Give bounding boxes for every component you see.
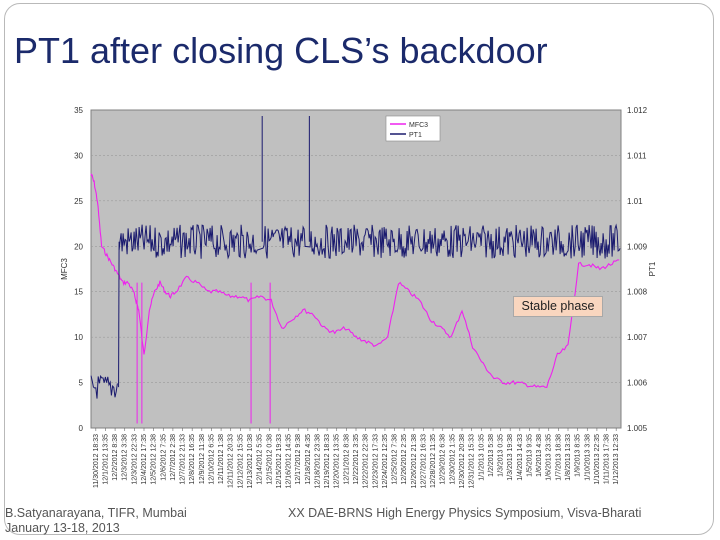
x-tick-label: 11/30/2012 18:33 xyxy=(93,434,100,488)
x-tick-label: 1/3/2013 19:38 xyxy=(507,434,514,481)
x-tick-label: 12/25/2012 7:38 xyxy=(392,434,399,485)
series-pt1-low-segment xyxy=(90,374,118,399)
x-tick-label: 1/7/2013 18:38 xyxy=(555,434,562,481)
footer-author: B.Satyanarayana, TIFR, Mumbai xyxy=(5,506,187,520)
x-tick-label: 12/15/2012 19:33 xyxy=(276,434,283,489)
y-right-axis-label: PT1 xyxy=(648,261,657,276)
legend-label-pt1: PT1 xyxy=(409,132,422,139)
x-tick-label: 12/3/2012 3:38 xyxy=(122,434,129,481)
footer-date: January 13-18, 2013 xyxy=(5,521,120,535)
x-tick-label: 12/3/2012 22:33 xyxy=(131,434,138,485)
x-tick-label: 12/5/2012 12:38 xyxy=(151,434,158,485)
y-left-tick-label: 20 xyxy=(74,242,83,251)
x-tick-label: 12/7/2012 2:38 xyxy=(170,434,177,481)
x-tick-label: 12/20/2012 13:35 xyxy=(334,434,341,489)
x-tick-label: 12/31/2012 15:33 xyxy=(469,434,476,489)
x-tick-label: 12/11/2012 1:38 xyxy=(218,434,225,484)
x-tick-label: 12/8/2012 16:35 xyxy=(189,434,196,485)
x-tick-label: 1/8/2013 13:33 xyxy=(565,434,572,481)
y-right-tick-label: 1.011 xyxy=(627,151,647,160)
y-left-tick-label: 15 xyxy=(74,288,83,297)
y-left-tick-label: 10 xyxy=(74,333,83,342)
x-tick-label: 12/26/2012 2:35 xyxy=(401,434,408,485)
x-tick-label: 12/9/2012 11:38 xyxy=(199,434,206,484)
x-tick-label: 12/12/2012 15:35 xyxy=(237,434,244,489)
x-tick-label: 12/18/2012 23:38 xyxy=(314,434,321,489)
x-tick-label: 12/29/2012 6:38 xyxy=(440,434,447,485)
x-tick-label: 12/21/2012 8:38 xyxy=(343,434,350,485)
x-tick-label: 12/19/2012 18:33 xyxy=(324,434,331,489)
y-left-tick-label: 35 xyxy=(74,106,83,115)
x-tick-label: 12/22/2012 22:38 xyxy=(363,434,370,489)
x-tick-label: 12/4/2012 17:35 xyxy=(141,434,148,485)
x-tick-label: 12/18/2012 4:35 xyxy=(305,434,312,485)
legend-label-mfc3: MFC3 xyxy=(409,122,428,129)
x-tick-label: 1/6/2013 4:38 xyxy=(536,434,543,477)
x-tick-label: 1/3/2013 0:35 xyxy=(498,434,505,477)
x-tick-label: 12/28/2012 11:35 xyxy=(430,434,437,488)
x-tick-label: 1/12/2013 12:33 xyxy=(613,434,620,485)
x-tick-label: 12/30/2012 20:38 xyxy=(459,434,466,489)
y-left-axis-label: MFC3 xyxy=(60,258,69,280)
x-tick-label: 12/2/2012 8:38 xyxy=(112,434,119,481)
x-tick-label: 1/2/2013 5:38 xyxy=(488,434,495,477)
y-right-tick-label: 1.01 xyxy=(627,197,643,206)
x-tick-label: 12/6/2012 7:35 xyxy=(160,434,167,481)
chart-svg: 0 5 10 15 20 25 30 35 1.005 1.006 1.007 1.008 1.009 1… xyxy=(60,106,657,489)
x-tick-label: 12/16/2012 14:35 xyxy=(286,434,293,489)
x-tick-label: 12/14/2012 5:35 xyxy=(257,434,264,485)
x-tick-label: 12/23/2012 17:33 xyxy=(372,434,379,489)
y-right-tick-label: 1.007 xyxy=(627,333,648,342)
series-pt1-line xyxy=(118,223,621,260)
legend-box xyxy=(385,115,441,142)
legend: MFC3 PT1 xyxy=(385,115,441,142)
footer-left: B.Satyanarayana, TIFR, Mumbai January 13… xyxy=(5,506,187,536)
x-tick-label: 12/15/2012 0:38 xyxy=(266,434,273,485)
x-tick-label: 12/13/2012 10:38 xyxy=(247,434,254,489)
x-tick-label: 12/26/2012 21:38 xyxy=(411,434,418,489)
y-right-tick-label: 1.012 xyxy=(627,106,648,115)
x-tick-label: 1/9/2013 8:35 xyxy=(575,434,582,477)
y-left-tick-label: 30 xyxy=(74,151,83,160)
plot-area xyxy=(90,109,622,429)
stable-phase-annotation: Stable phase xyxy=(513,296,603,317)
x-tick-label: 12/7/2012 21:33 xyxy=(180,434,187,485)
x-tick-label: 1/1/2013 10:35 xyxy=(478,434,485,481)
x-tick-label: 1/11/2013 17:38 xyxy=(604,434,611,484)
x-tick-label: 12/27/2012 16:33 xyxy=(420,434,427,489)
slide-title: PT1 after closing CLS’s backdoor xyxy=(14,30,548,71)
x-tick-label: 12/24/2012 12:35 xyxy=(382,434,389,489)
slide-frame xyxy=(4,3,714,535)
y-right-tick-label: 1.009 xyxy=(627,242,648,251)
x-tick-label: 1/10/2013 22:35 xyxy=(594,434,601,485)
y-left-tick-label: 25 xyxy=(74,197,83,206)
x-tick-label: 12/22/2012 3:35 xyxy=(353,434,360,485)
x-tick-label: 12/30/2012 1:35 xyxy=(449,434,456,485)
y-right-tick-label: 1.005 xyxy=(627,424,648,433)
y-left-tick-label: 5 xyxy=(79,379,84,388)
series-pt1-step xyxy=(118,241,120,388)
x-tick-label: 12/1/2012 13:35 xyxy=(102,434,109,485)
y-left-tick-label: 0 xyxy=(79,424,84,433)
x-tick-label: 12/17/2012 9:38 xyxy=(295,434,302,485)
x-tick-label: 1/6/2013 23:35 xyxy=(546,434,553,481)
y-right-tick-label: 1.006 xyxy=(627,379,648,388)
y-right-tick-label: 1.008 xyxy=(627,288,648,297)
footer-event: XX DAE-BRNS High Energy Physics Symposiu… xyxy=(288,506,642,520)
series-mfc3-line xyxy=(90,173,620,388)
x-tick-label: 1/10/2013 3:38 xyxy=(584,434,591,481)
x-tick-label: 1/5/2013 9:35 xyxy=(526,434,533,477)
chart: 0 5 10 15 20 25 30 35 1.005 1.006 1.007 1.008 1.009 1… xyxy=(56,95,671,520)
x-tick-label: 12/11/2012 20:33 xyxy=(228,434,235,488)
x-tick-label: 12/10/2012 6:35 xyxy=(208,434,215,485)
x-tick-label: 1/4/2013 14:33 xyxy=(517,434,524,481)
